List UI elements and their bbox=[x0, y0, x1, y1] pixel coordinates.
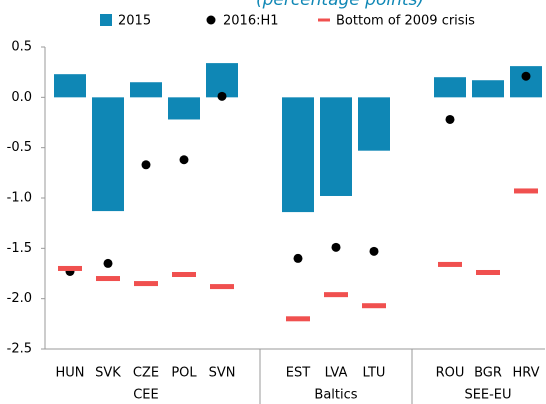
y-tick-label: -1.5 bbox=[7, 241, 32, 256]
group-label: SEE-EU bbox=[464, 388, 511, 403]
dot bbox=[141, 160, 151, 170]
bar bbox=[54, 74, 86, 98]
dot bbox=[179, 155, 189, 165]
dash bbox=[324, 292, 348, 298]
group-label: Baltics bbox=[314, 388, 357, 403]
bar bbox=[92, 97, 124, 212]
dot bbox=[103, 258, 113, 268]
legend-symbol bbox=[100, 14, 112, 26]
dash bbox=[286, 316, 310, 322]
x-tick-label: POL bbox=[171, 366, 197, 381]
x-tick-label: SVN bbox=[209, 366, 236, 381]
bar bbox=[206, 63, 238, 98]
dot bbox=[369, 246, 379, 256]
y-tick-label: -0.5 bbox=[7, 140, 32, 155]
bar bbox=[130, 82, 162, 98]
group-label: CEE bbox=[133, 388, 159, 403]
dot bbox=[331, 242, 341, 252]
bar bbox=[168, 97, 200, 120]
dash bbox=[476, 269, 500, 275]
bar bbox=[472, 80, 504, 98]
dot bbox=[217, 91, 227, 101]
y-tick-label: 0.0 bbox=[11, 90, 32, 105]
y-tick-label: -2.0 bbox=[7, 291, 32, 306]
bar bbox=[282, 97, 314, 213]
x-tick-label: HRV bbox=[513, 366, 540, 381]
dash bbox=[438, 261, 462, 267]
x-tick-label: EST bbox=[286, 366, 310, 381]
chart-subtitle: (percentage points) bbox=[256, 0, 424, 10]
x-tick-label: LVA bbox=[325, 366, 348, 381]
x-tick-label: BGR bbox=[474, 366, 502, 381]
legend-label: Bottom of 2009 crisis bbox=[336, 14, 475, 29]
bar bbox=[510, 66, 542, 98]
dash bbox=[362, 303, 386, 309]
y-tick-label: 0.5 bbox=[11, 40, 32, 55]
x-tick-label: ROU bbox=[436, 366, 465, 381]
legend-symbol bbox=[318, 18, 330, 22]
dash bbox=[58, 265, 82, 271]
dash bbox=[134, 281, 158, 287]
dash bbox=[210, 284, 234, 290]
dot bbox=[445, 114, 455, 124]
bar bbox=[358, 97, 390, 151]
y-tick-label: -1.0 bbox=[7, 191, 32, 206]
legend-label: 2016:H1 bbox=[223, 14, 279, 29]
dot bbox=[293, 253, 303, 263]
x-tick-label: CZE bbox=[133, 366, 159, 381]
y-tick-label: -2.5 bbox=[7, 342, 32, 357]
dash bbox=[96, 276, 120, 282]
bar bbox=[320, 97, 352, 196]
dash bbox=[172, 272, 196, 278]
legend-label: 2015 bbox=[118, 14, 151, 29]
x-tick-label: LTU bbox=[363, 366, 386, 381]
x-tick-label: SVK bbox=[95, 366, 121, 381]
dash bbox=[514, 188, 538, 194]
bar bbox=[434, 77, 466, 98]
legend-symbol bbox=[206, 15, 216, 25]
x-tick-label: HUN bbox=[55, 366, 84, 381]
dot bbox=[521, 71, 531, 81]
